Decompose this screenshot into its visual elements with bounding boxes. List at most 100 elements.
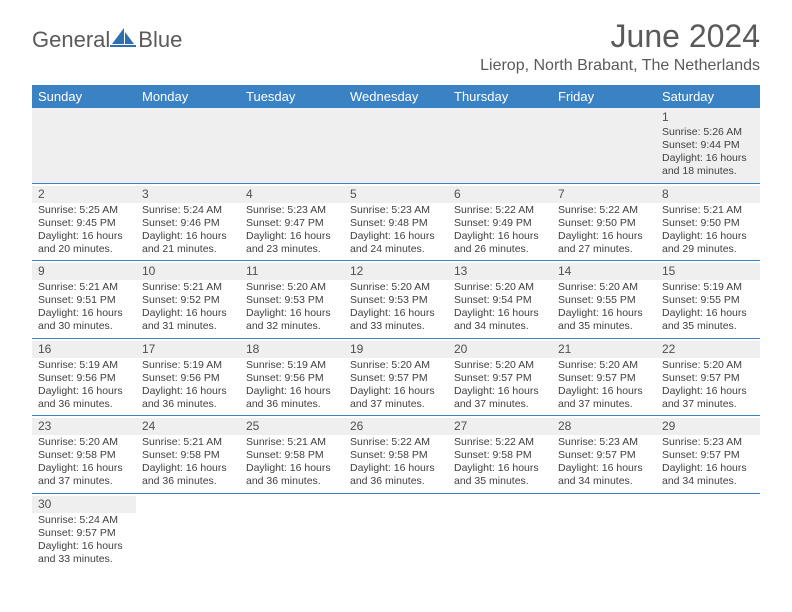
brand-name-2: Blue: [138, 27, 182, 53]
sunrise-line: Sunrise: 5:23 AM: [246, 204, 338, 217]
calendar-day-cell: 4Sunrise: 5:23 AMSunset: 9:47 PMDaylight…: [240, 183, 344, 261]
sunrise-line: Sunrise: 5:23 AM: [350, 204, 442, 217]
day-number: 20: [448, 341, 552, 358]
day-number: 6: [448, 186, 552, 203]
calendar-day-cell: 2Sunrise: 5:25 AMSunset: 9:45 PMDaylight…: [32, 183, 136, 261]
sunrise-line: Sunrise: 5:24 AM: [142, 204, 234, 217]
calendar-day-cell: 29Sunrise: 5:23 AMSunset: 9:57 PMDayligh…: [656, 416, 760, 494]
calendar-day-cell: 7Sunrise: 5:22 AMSunset: 9:50 PMDaylight…: [552, 183, 656, 261]
day-number: 21: [552, 341, 656, 358]
calendar-day-cell: 11Sunrise: 5:20 AMSunset: 9:53 PMDayligh…: [240, 261, 344, 339]
day-number: 24: [136, 418, 240, 435]
calendar-day-cell: 16Sunrise: 5:19 AMSunset: 9:56 PMDayligh…: [32, 338, 136, 416]
day-number: 18: [240, 341, 344, 358]
calendar-day-cell: 19Sunrise: 5:20 AMSunset: 9:57 PMDayligh…: [344, 338, 448, 416]
weekday-header: Tuesday: [240, 85, 344, 108]
daylight-line: Daylight: 16 hours and 37 minutes.: [38, 462, 130, 488]
calendar-empty-cell: [552, 493, 656, 570]
calendar-empty-cell: [448, 493, 552, 570]
calendar-empty-cell: [656, 493, 760, 570]
calendar-day-cell: 18Sunrise: 5:19 AMSunset: 9:56 PMDayligh…: [240, 338, 344, 416]
day-number: 15: [656, 263, 760, 280]
calendar-empty-cell: [136, 493, 240, 570]
weekday-header: Thursday: [448, 85, 552, 108]
sunset-line: Sunset: 9:56 PM: [246, 372, 338, 385]
daylight-line: Daylight: 16 hours and 30 minutes.: [38, 307, 130, 333]
day-number: 9: [32, 263, 136, 280]
day-number: 30: [32, 496, 136, 513]
sunrise-line: Sunrise: 5:20 AM: [38, 436, 130, 449]
calendar-day-cell: 22Sunrise: 5:20 AMSunset: 9:57 PMDayligh…: [656, 338, 760, 416]
day-number: 19: [344, 341, 448, 358]
daylight-line: Daylight: 16 hours and 36 minutes.: [38, 385, 130, 411]
sunset-line: Sunset: 9:44 PM: [662, 139, 754, 152]
sunset-line: Sunset: 9:50 PM: [558, 217, 650, 230]
calendar-day-cell: 12Sunrise: 5:20 AMSunset: 9:53 PMDayligh…: [344, 261, 448, 339]
calendar-week-row: 23Sunrise: 5:20 AMSunset: 9:58 PMDayligh…: [32, 416, 760, 494]
calendar-day-cell: 1Sunrise: 5:26 AMSunset: 9:44 PMDaylight…: [656, 108, 760, 183]
calendar-day-cell: 23Sunrise: 5:20 AMSunset: 9:58 PMDayligh…: [32, 416, 136, 494]
daylight-line: Daylight: 16 hours and 35 minutes.: [662, 307, 754, 333]
sunrise-line: Sunrise: 5:22 AM: [558, 204, 650, 217]
day-number: 29: [656, 418, 760, 435]
calendar-table: SundayMondayTuesdayWednesdayThursdayFrid…: [32, 85, 760, 570]
calendar-week-row: 30Sunrise: 5:24 AMSunset: 9:57 PMDayligh…: [32, 493, 760, 570]
calendar-day-cell: 10Sunrise: 5:21 AMSunset: 9:52 PMDayligh…: [136, 261, 240, 339]
daylight-line: Daylight: 16 hours and 33 minutes.: [38, 540, 130, 566]
sunset-line: Sunset: 9:49 PM: [454, 217, 546, 230]
sunset-line: Sunset: 9:57 PM: [350, 372, 442, 385]
daylight-line: Daylight: 16 hours and 34 minutes.: [558, 462, 650, 488]
calendar-empty-cell: [344, 108, 448, 183]
sunset-line: Sunset: 9:50 PM: [662, 217, 754, 230]
weekday-header-row: SundayMondayTuesdayWednesdayThursdayFrid…: [32, 85, 760, 108]
day-number: 13: [448, 263, 552, 280]
calendar-day-cell: 20Sunrise: 5:20 AMSunset: 9:57 PMDayligh…: [448, 338, 552, 416]
daylight-line: Daylight: 16 hours and 29 minutes.: [662, 230, 754, 256]
weekday-header: Friday: [552, 85, 656, 108]
day-number: 2: [32, 186, 136, 203]
daylight-line: Daylight: 16 hours and 23 minutes.: [246, 230, 338, 256]
day-number: 16: [32, 341, 136, 358]
day-number: 1: [662, 110, 754, 126]
day-number: 11: [240, 263, 344, 280]
sunrise-line: Sunrise: 5:25 AM: [38, 204, 130, 217]
daylight-line: Daylight: 16 hours and 33 minutes.: [350, 307, 442, 333]
title-block: June 2024 Lierop, North Brabant, The Net…: [480, 18, 760, 75]
day-number: 12: [344, 263, 448, 280]
daylight-line: Daylight: 16 hours and 26 minutes.: [454, 230, 546, 256]
day-number: 26: [344, 418, 448, 435]
sunset-line: Sunset: 9:58 PM: [454, 449, 546, 462]
daylight-line: Daylight: 16 hours and 27 minutes.: [558, 230, 650, 256]
daylight-line: Daylight: 16 hours and 35 minutes.: [558, 307, 650, 333]
calendar-empty-cell: [240, 493, 344, 570]
day-number: 10: [136, 263, 240, 280]
day-number: 4: [240, 186, 344, 203]
day-number: 28: [552, 418, 656, 435]
sunrise-line: Sunrise: 5:20 AM: [350, 281, 442, 294]
sunrise-line: Sunrise: 5:22 AM: [454, 204, 546, 217]
calendar-day-cell: 8Sunrise: 5:21 AMSunset: 9:50 PMDaylight…: [656, 183, 760, 261]
calendar-day-cell: 9Sunrise: 5:21 AMSunset: 9:51 PMDaylight…: [32, 261, 136, 339]
daylight-line: Daylight: 16 hours and 24 minutes.: [350, 230, 442, 256]
sunset-line: Sunset: 9:46 PM: [142, 217, 234, 230]
daylight-line: Daylight: 16 hours and 37 minutes.: [350, 385, 442, 411]
brand-logo: General Blue: [32, 26, 182, 53]
weekday-header: Monday: [136, 85, 240, 108]
sunrise-line: Sunrise: 5:23 AM: [558, 436, 650, 449]
calendar-week-row: 16Sunrise: 5:19 AMSunset: 9:56 PMDayligh…: [32, 338, 760, 416]
day-number: 27: [448, 418, 552, 435]
daylight-line: Daylight: 16 hours and 18 minutes.: [662, 152, 754, 178]
sunset-line: Sunset: 9:45 PM: [38, 217, 130, 230]
brand-name-1: General: [32, 27, 110, 53]
sunrise-line: Sunrise: 5:20 AM: [246, 281, 338, 294]
sunset-line: Sunset: 9:51 PM: [38, 294, 130, 307]
calendar-empty-cell: [344, 493, 448, 570]
weekday-header: Sunday: [32, 85, 136, 108]
calendar-empty-cell: [552, 108, 656, 183]
sunrise-line: Sunrise: 5:19 AM: [38, 359, 130, 372]
sunset-line: Sunset: 9:52 PM: [142, 294, 234, 307]
sunset-line: Sunset: 9:56 PM: [38, 372, 130, 385]
sunset-line: Sunset: 9:57 PM: [558, 372, 650, 385]
daylight-line: Daylight: 16 hours and 36 minutes.: [142, 462, 234, 488]
day-number: 3: [136, 186, 240, 203]
